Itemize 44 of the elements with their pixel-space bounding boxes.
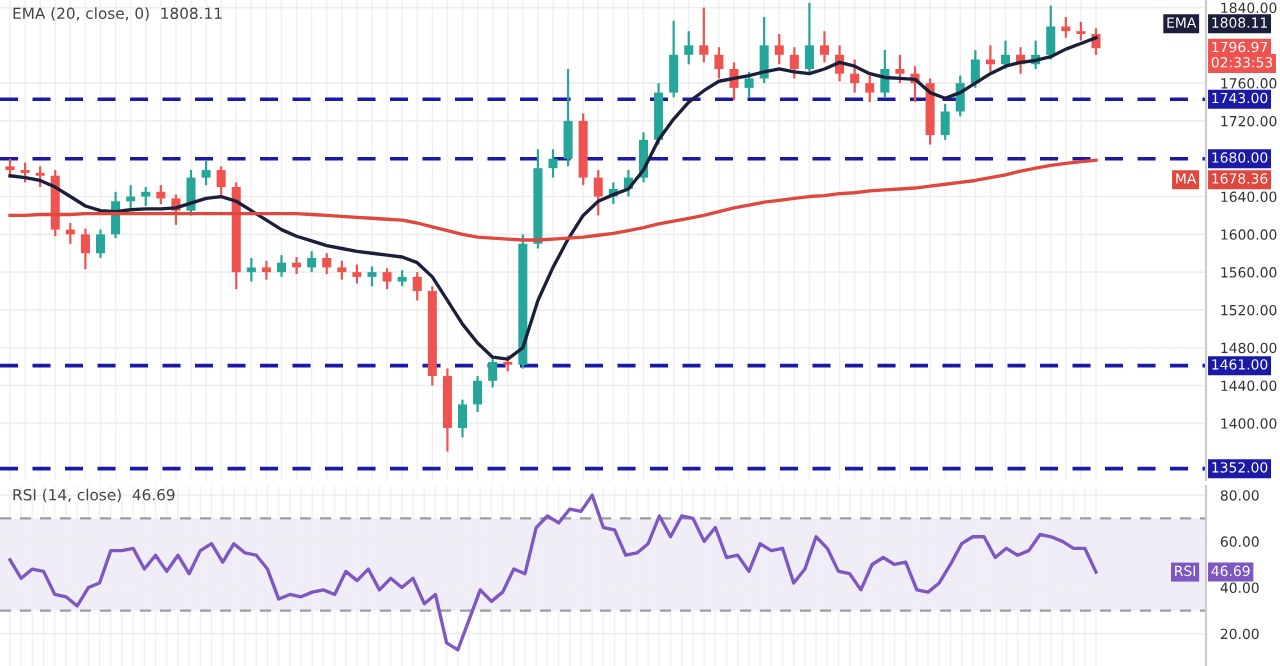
candlestick	[714, 46, 724, 80]
candlestick	[307, 250, 317, 274]
candlestick	[246, 256, 256, 283]
candlestick	[367, 265, 377, 288]
candlestick	[276, 254, 287, 278]
candlestick	[684, 30, 694, 66]
candlestick	[699, 6, 709, 64]
candlestick	[216, 165, 226, 196]
line-series	[8, 158, 1098, 242]
candlestick	[1046, 4, 1056, 61]
candlestick	[865, 74, 875, 104]
candlestick	[412, 271, 422, 302]
candlestick	[1061, 15, 1071, 39]
candlestick	[141, 185, 151, 208]
candlestick	[804, 1, 814, 75]
candlestick	[457, 398, 468, 439]
candlestick	[5, 157, 15, 179]
candlestick	[819, 30, 830, 64]
candlestick	[593, 168, 603, 217]
candlestick	[940, 102, 950, 141]
candlestick	[95, 228, 106, 260]
candlestick	[337, 259, 347, 281]
candlestick	[850, 58, 860, 94]
candlestick	[488, 356, 498, 389]
candlestick	[744, 70, 754, 99]
candlestick	[563, 67, 573, 168]
candlestick	[1000, 39, 1011, 71]
candlestick	[654, 82, 664, 146]
candlestick	[774, 32, 784, 66]
candlestick	[352, 263, 362, 285]
candlestick	[382, 267, 392, 291]
candlestick	[789, 46, 799, 80]
candlestick	[1076, 20, 1086, 42]
candlestick	[322, 252, 332, 276]
candlestick	[156, 184, 166, 206]
candlestick	[20, 161, 30, 184]
candlestick	[35, 165, 45, 189]
candlestick	[669, 19, 679, 99]
candlestick	[895, 53, 905, 85]
candlestick	[548, 148, 558, 179]
candlestick	[80, 227, 90, 271]
candlestick	[201, 159, 211, 187]
candlestick	[261, 259, 271, 281]
candlestick	[473, 374, 483, 414]
